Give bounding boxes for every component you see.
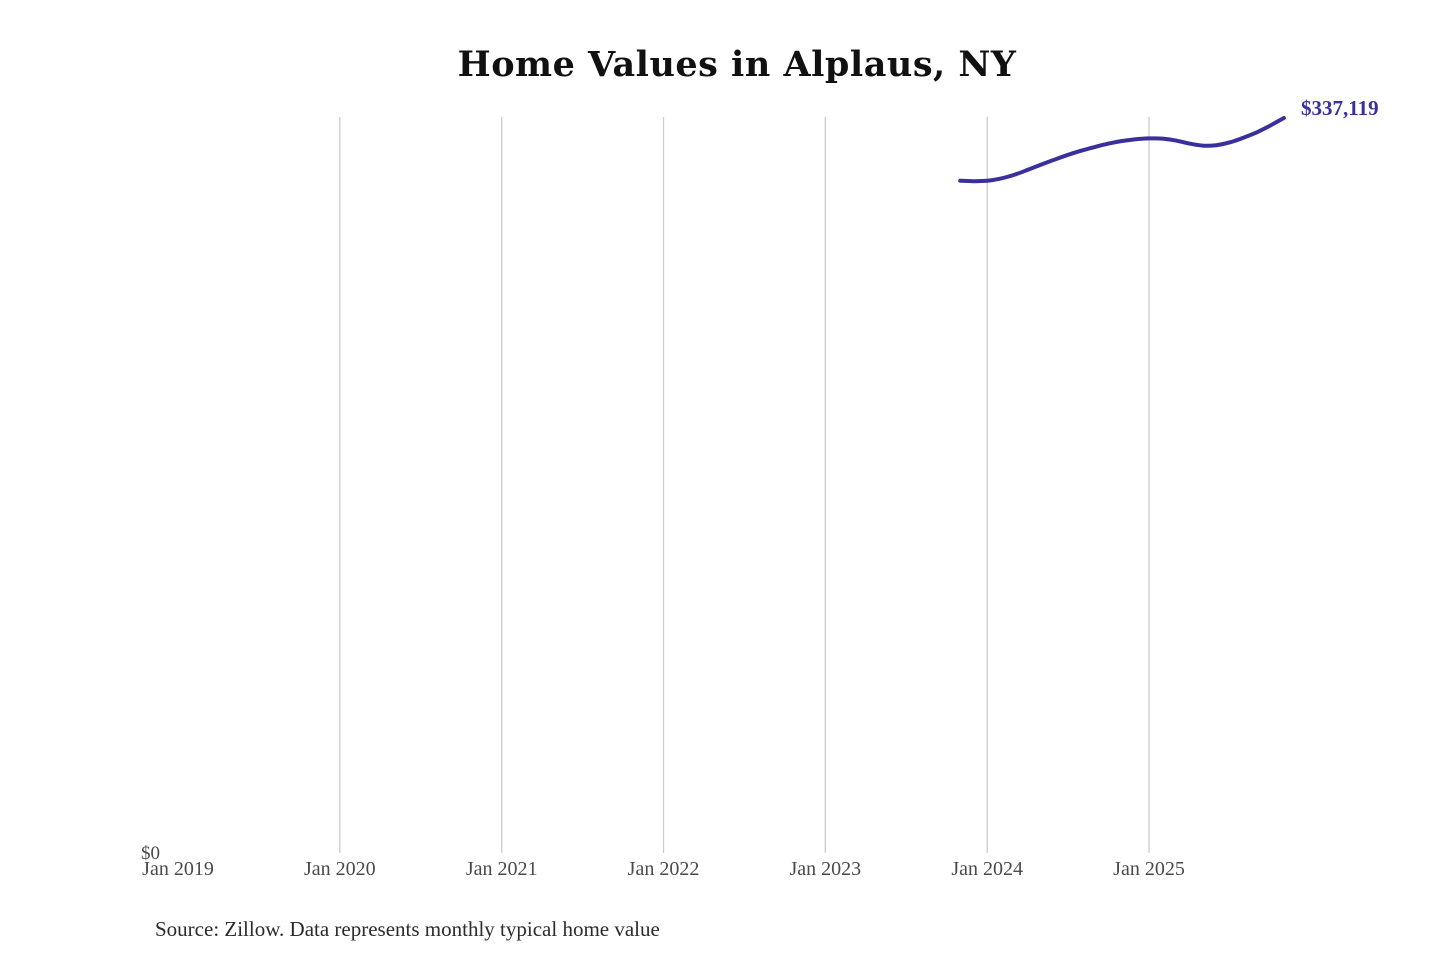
x-tick-label: Jan 2023 xyxy=(789,858,862,880)
series-end-value-label: $337,119 xyxy=(1301,96,1379,120)
x-tick-label: Jan 2025 xyxy=(1113,858,1185,880)
y-axis-zero-label: $0 xyxy=(141,843,160,864)
x-tick-label: Jan 2020 xyxy=(303,858,376,880)
x-tick-label: Jan 2024 xyxy=(951,858,1024,880)
source-note: Source: Zillow. Data represents monthly … xyxy=(155,917,660,941)
chart-title: Home Values in Alplaus, NY xyxy=(457,44,1017,85)
x-tick-label: Jan 2019 xyxy=(142,858,214,880)
x-tick-label: Jan 2021 xyxy=(465,858,538,880)
x-tick-label: Jan 2022 xyxy=(627,858,700,880)
home-value-series-line xyxy=(958,116,1286,184)
